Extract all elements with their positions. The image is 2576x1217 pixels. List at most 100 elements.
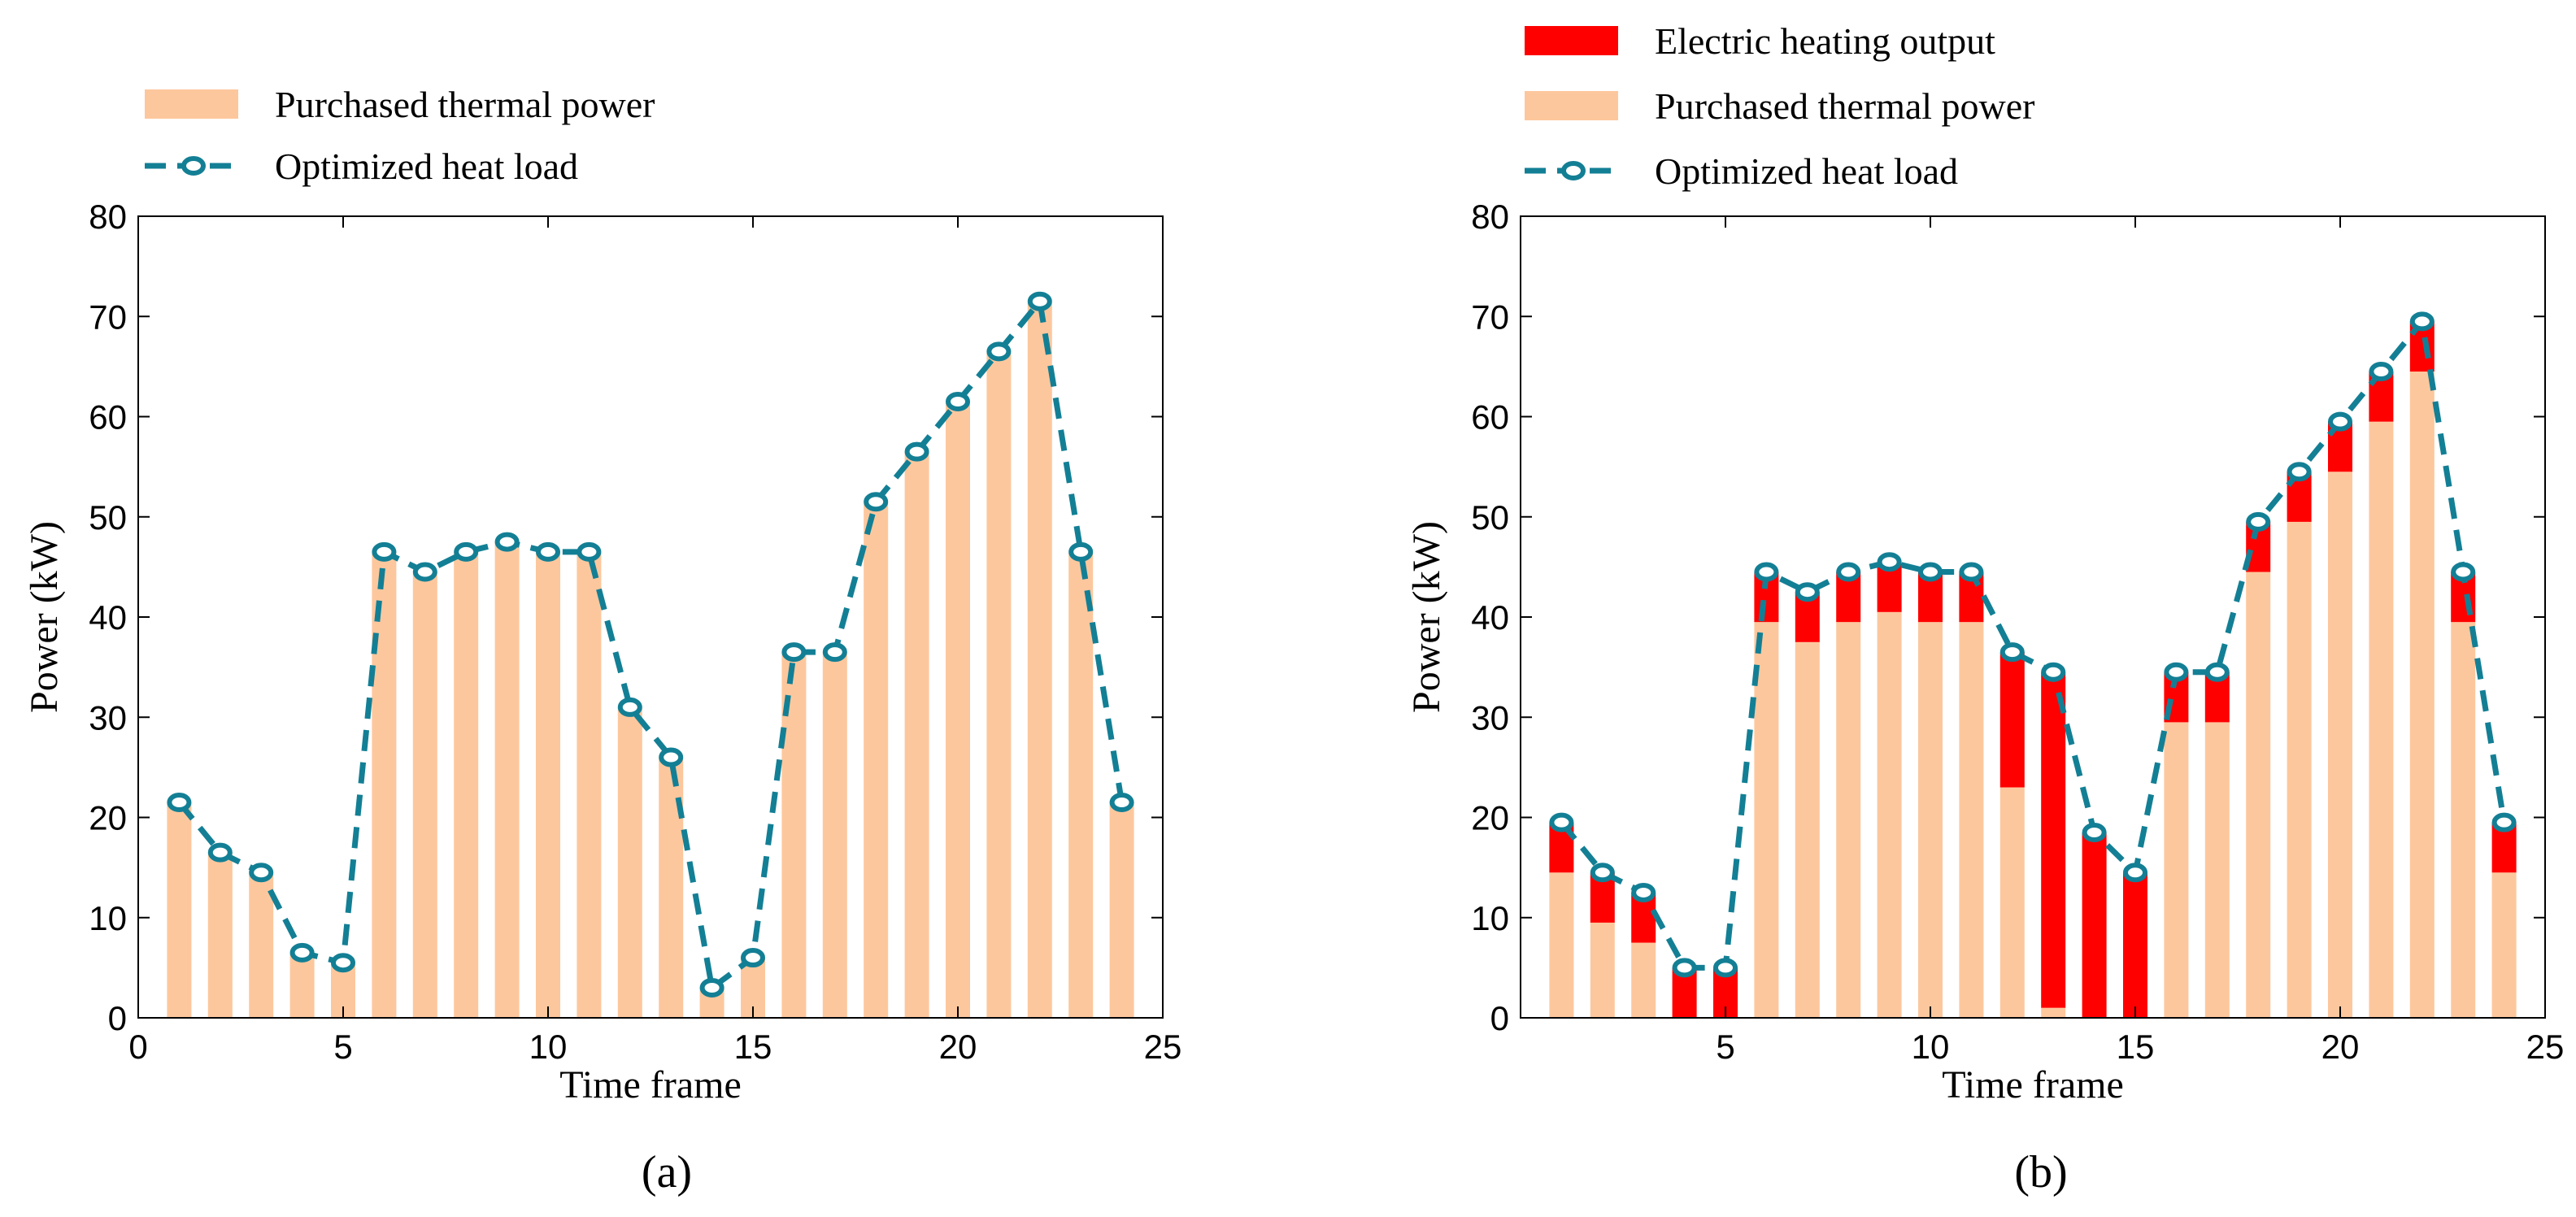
heat-load-marker <box>1109 793 1134 813</box>
purchased-thermal-bar <box>1549 872 1574 1018</box>
heat-load-marker <box>2123 863 2147 883</box>
purchased-thermal-bar <box>2164 722 2189 1018</box>
heat-load-marker <box>207 842 233 863</box>
y-tick-label: 30 <box>89 698 127 737</box>
purchased-thermal-bar <box>454 551 479 1018</box>
legend-label: Purchased thermal power <box>1655 85 2035 127</box>
y-tick-label: 10 <box>89 899 127 937</box>
x-tick-label: 20 <box>2321 1028 2360 1066</box>
legend-label: Electric heating output <box>1655 20 1995 62</box>
x-axis-title: Time frame <box>559 1063 742 1106</box>
heat-load-marker <box>494 532 520 552</box>
heat-load-marker <box>372 541 397 562</box>
y-tick-label: 80 <box>1471 198 1509 236</box>
purchased-thermal-bar <box>617 706 642 1018</box>
legend-electric-swatch <box>1525 26 1618 55</box>
heat-load-marker <box>2082 822 2107 842</box>
x-tick-label: 5 <box>1716 1028 1734 1066</box>
purchased-thermal-bar <box>494 541 520 1018</box>
purchased-thermal-bar <box>2369 421 2394 1018</box>
purchased-thermal-bar <box>167 802 192 1018</box>
heat-load-marker <box>2041 662 2066 682</box>
purchased-thermal-bar <box>207 852 233 1018</box>
x-axis-title: Time frame <box>1942 1063 2124 1106</box>
purchased-thermal-bar <box>1590 922 1615 1018</box>
y-axis-title: Power (kW) <box>1405 521 1448 713</box>
heat-load-marker <box>1672 958 1697 978</box>
x-tick-label: 15 <box>734 1028 772 1066</box>
heat-load-marker <box>577 541 602 562</box>
electric-heating-bar <box>2123 872 2147 1018</box>
heat-load-marker <box>946 392 970 412</box>
y-tick-label: 40 <box>1471 598 1509 637</box>
purchased-thermal-bar <box>986 351 1012 1018</box>
y-tick-label: 70 <box>1471 298 1509 336</box>
heat-load-marker <box>1713 958 1738 978</box>
heat-load-marker <box>331 953 355 973</box>
heat-load-marker <box>986 341 1012 362</box>
purchased-thermal-bar <box>904 451 929 1018</box>
x-tick-label: 10 <box>529 1028 568 1066</box>
heat-load-marker <box>822 642 847 663</box>
purchased-thermal-bar <box>2204 722 2230 1018</box>
heat-load-marker <box>1027 291 1052 311</box>
purchased-thermal-bar <box>289 952 315 1018</box>
y-axis-title: Power (kW) <box>23 521 66 713</box>
x-tick-label: 25 <box>2526 1028 2565 1066</box>
heat-load-marker <box>2369 362 2394 382</box>
y-tick-label: 40 <box>89 598 127 637</box>
purchased-thermal-bar <box>372 551 397 1018</box>
purchased-thermal-bar <box>1631 942 1656 1018</box>
heat-load-marker <box>454 541 479 562</box>
purchased-thermal-bar <box>1068 551 1094 1018</box>
purchased-thermal-bar <box>1877 611 1902 1018</box>
purchased-thermal-bar <box>1754 622 1779 1018</box>
legend-label: Optimized heat load <box>1655 150 1958 192</box>
heat-load-marker <box>1999 642 2025 663</box>
purchased-thermal-bar <box>1918 622 1943 1018</box>
purchased-thermal-bar <box>536 551 560 1018</box>
purchased-thermal-bar <box>1027 301 1052 1018</box>
heat-load-marker <box>2328 411 2352 432</box>
panel-label: (b) <box>2014 1147 2067 1197</box>
heat-load-marker <box>1877 552 1902 572</box>
optimized-heat-load-line <box>176 294 1125 993</box>
purchased-thermal-bar <box>2287 521 2312 1018</box>
purchased-thermal-bar <box>412 572 437 1018</box>
purchased-thermal-bar <box>659 757 684 1018</box>
heat-load-marker <box>2204 662 2230 682</box>
heat-load-marker <box>1631 882 1656 902</box>
y-tick-label: 70 <box>89 298 127 336</box>
panel-label: (a) <box>642 1147 692 1197</box>
heat-load-marker <box>2451 562 2476 582</box>
electric-heating-bar <box>2041 672 2066 1008</box>
y-tick-label: 80 <box>89 198 127 236</box>
legend-purchased-swatch <box>145 89 238 119</box>
purchased-thermal-bar <box>1836 622 1861 1018</box>
y-tick-label: 20 <box>1471 799 1509 837</box>
heat-load-marker <box>2164 662 2189 682</box>
optimized-heat-load-line <box>1559 315 2508 971</box>
purchased-thermal-bar <box>1795 641 1820 1018</box>
electric-heating-bar <box>1999 652 2025 788</box>
purchased-thermal-bar <box>1959 622 1984 1018</box>
legend-purchased-swatch <box>1525 91 1618 120</box>
y-tick-label: 0 <box>1490 999 1509 1037</box>
heat-load-marker <box>2246 511 2271 532</box>
x-tick-label: 5 <box>333 1028 352 1066</box>
heat-load-marker <box>167 793 192 813</box>
purchased-thermal-bar <box>946 402 970 1018</box>
heat-load-marker <box>412 562 437 582</box>
x-tick-label: 20 <box>939 1028 977 1066</box>
x-tick-label: 10 <box>1912 1028 1950 1066</box>
electric-heating-bar <box>2082 832 2107 1018</box>
heat-load-marker <box>2287 462 2312 482</box>
purchased-thermal-bar <box>864 502 889 1018</box>
heat-load-marker <box>536 541 560 562</box>
heat-load-marker <box>1918 562 1943 582</box>
heat-load-marker <box>1590 863 1615 883</box>
purchased-thermal-bar <box>249 872 274 1018</box>
heat-load-marker <box>1754 562 1779 582</box>
y-tick-label: 60 <box>1471 398 1509 437</box>
purchased-thermal-bar <box>1999 787 2025 1018</box>
